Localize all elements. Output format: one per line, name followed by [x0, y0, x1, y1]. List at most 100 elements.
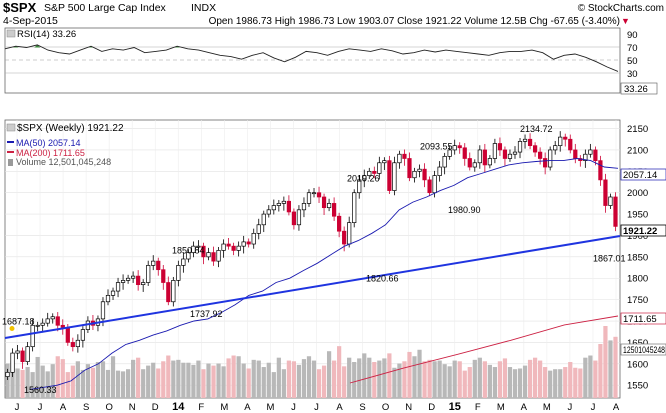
- x-tick-label: 14: [172, 401, 185, 413]
- candle-body: [141, 282, 146, 286]
- volume-bar: [608, 340, 613, 398]
- candle-body: [387, 160, 392, 191]
- candle-body: [70, 342, 75, 348]
- volume-bar: [196, 360, 201, 398]
- volume-legend: Volume 12,501,045,248: [16, 157, 111, 167]
- chg-down-icon: ▼: [621, 16, 630, 26]
- volume-bar: [527, 359, 533, 398]
- x-tick-label: J: [291, 402, 296, 413]
- x-tick-label: A: [244, 402, 251, 413]
- price-legend: $SPX (Weekly) 1921.22: [17, 123, 124, 134]
- volume-bar: [482, 361, 487, 398]
- candle-body: [543, 158, 548, 168]
- candle-body: [588, 149, 593, 155]
- x-tick-label: J: [38, 402, 43, 413]
- candle-body: [146, 265, 151, 283]
- price-annotation: 1850.84: [172, 246, 205, 256]
- candle-body: [281, 200, 286, 204]
- rsi-line: [4, 44, 619, 72]
- volume-bar: [30, 372, 35, 398]
- candle-body: [65, 327, 70, 343]
- candle-body: [527, 138, 533, 147]
- candle-body: [50, 316, 55, 320]
- volume-bar: [447, 366, 452, 398]
- candle-body: [367, 170, 372, 176]
- candle-body: [201, 245, 206, 258]
- candle-body: [538, 151, 543, 159]
- volume-bar: [226, 358, 231, 398]
- x-tick-label: M: [220, 402, 228, 413]
- volume-bar: [70, 365, 75, 398]
- ma200-line: [349, 315, 619, 384]
- volume-bar: [397, 363, 402, 398]
- volume-bar: [40, 365, 45, 398]
- candle-body: [286, 200, 291, 213]
- candle-body: [382, 160, 387, 164]
- candle-body: [100, 301, 106, 320]
- volume-bar: [593, 360, 598, 398]
- volume-bar: [256, 360, 261, 398]
- price-tick-label: 1900: [627, 231, 648, 242]
- candle-body: [432, 175, 437, 194]
- volume-bar: [326, 351, 332, 398]
- candle-body: [15, 350, 20, 354]
- volume-bar: [141, 369, 146, 398]
- price-tick-label: 1850: [627, 252, 648, 263]
- volume-bar: [166, 355, 171, 398]
- price-tick-label: 1950: [627, 210, 648, 221]
- volume-bar: [377, 360, 382, 398]
- volume-bar: [538, 360, 543, 398]
- volume-value-tag: 12501045248: [620, 343, 666, 356]
- x-tick-label: O: [382, 402, 389, 413]
- candle-body: [583, 153, 588, 161]
- volume-bar: [251, 359, 256, 398]
- volume-bar: [613, 336, 618, 398]
- price-annotation: 1560.33: [24, 385, 57, 395]
- volume-bar: [347, 357, 352, 398]
- volume-bar: [176, 359, 181, 398]
- x-tick-label: J: [568, 402, 573, 413]
- candle-body: [271, 205, 276, 211]
- candle-body: [593, 149, 598, 161]
- candle-body: [482, 149, 487, 166]
- candle-body: [472, 162, 477, 168]
- volume-bar: [532, 357, 538, 398]
- volume-bar: [337, 346, 342, 398]
- volume-bar: [100, 361, 106, 398]
- volume-bar: [85, 364, 91, 398]
- x-tick-label: M: [543, 402, 551, 413]
- candle-body: [437, 166, 442, 176]
- x-tick-label: D: [428, 402, 435, 413]
- volume-bar: [517, 368, 523, 398]
- candle-body: [211, 252, 216, 262]
- price-annotation: 1820.66: [366, 273, 399, 283]
- candle-body: [563, 136, 568, 140]
- candle-body: [412, 170, 417, 179]
- price-tick-label: 1800: [627, 274, 648, 285]
- volume-bar: [291, 361, 297, 398]
- candle-body: [337, 215, 342, 232]
- candle-body: [45, 318, 50, 324]
- candle-body: [311, 192, 317, 195]
- x-tick-label: A: [60, 402, 67, 413]
- svg-text:2057.14: 2057.14: [623, 170, 657, 181]
- volume-bar: [422, 361, 427, 398]
- volume-bar: [492, 367, 498, 398]
- volume-bar: [45, 371, 50, 398]
- candle-body: [362, 175, 367, 181]
- candle-body: [512, 151, 518, 155]
- volume-bar: [10, 360, 15, 398]
- start-marker: [9, 325, 15, 331]
- candle-body: [110, 290, 116, 296]
- candle-body: [306, 192, 312, 204]
- candle-body: [241, 241, 246, 247]
- x-tick-label: N: [129, 402, 136, 413]
- candle-body: [517, 141, 523, 153]
- svg-text:33.26: 33.26: [624, 84, 648, 95]
- candle-body: [397, 153, 402, 164]
- candle-body: [352, 192, 357, 223]
- candle-body: [321, 196, 327, 209]
- candle-body: [507, 153, 513, 159]
- candle-body: [573, 149, 578, 159]
- candle-body: [422, 168, 427, 181]
